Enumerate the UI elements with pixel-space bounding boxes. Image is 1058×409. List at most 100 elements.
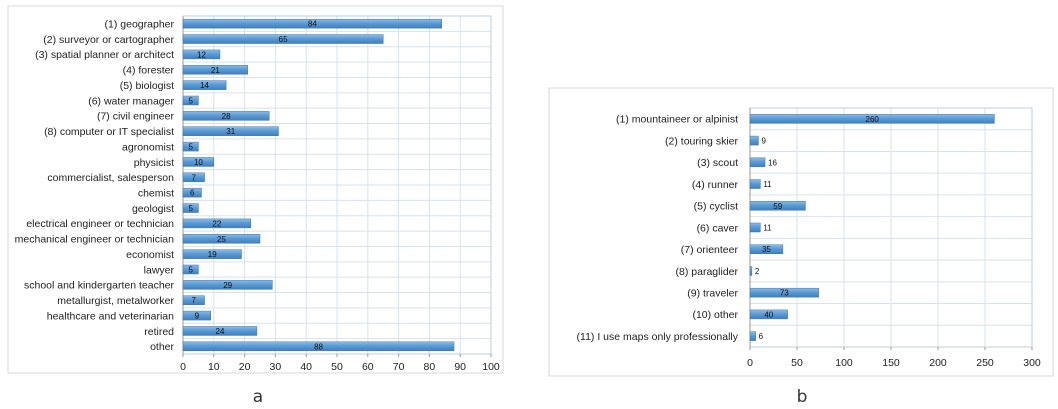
bar bbox=[182, 234, 261, 244]
data-label: 59 bbox=[773, 202, 782, 211]
data-label: 7 bbox=[192, 173, 197, 182]
bar bbox=[182, 218, 252, 229]
category-label: (2) touring skier bbox=[665, 135, 738, 147]
bar bbox=[182, 295, 205, 305]
x-tick-label: 70 bbox=[393, 361, 405, 373]
category-label: metallurgist, metalworker bbox=[57, 295, 174, 307]
bar bbox=[182, 141, 199, 152]
data-label: 12 bbox=[197, 50, 206, 59]
x-tick-label: 90 bbox=[454, 361, 466, 373]
bar bbox=[182, 157, 215, 167]
category-label: mechanical engineer or technician bbox=[15, 234, 175, 246]
x-tick-label: 100 bbox=[482, 361, 500, 373]
x-tick-label: 30 bbox=[270, 361, 282, 373]
data-label: 9 bbox=[195, 312, 200, 321]
bar bbox=[182, 18, 442, 29]
bar bbox=[182, 326, 258, 336]
data-label: 22 bbox=[212, 219, 221, 228]
x-tick-label: 60 bbox=[362, 361, 374, 373]
bar bbox=[182, 34, 384, 44]
category-label: (7) civil engineer bbox=[97, 111, 175, 123]
category-label: (11) I use maps only professionally bbox=[577, 331, 739, 343]
x-tick-label: 40 bbox=[300, 361, 312, 373]
category-label: healthcare and veterinarian bbox=[47, 310, 174, 322]
data-label: 11 bbox=[763, 224, 772, 233]
category-label: (9) traveler bbox=[687, 287, 738, 299]
data-label: 73 bbox=[780, 289, 789, 298]
category-label: (2) surveyor or cartographer bbox=[43, 34, 174, 46]
data-label: 84 bbox=[308, 20, 317, 29]
bar bbox=[182, 126, 279, 136]
bar bbox=[182, 264, 199, 275]
x-tick-label: 150 bbox=[882, 357, 900, 369]
data-label: 88 bbox=[314, 342, 323, 351]
x-tick-label: 10 bbox=[208, 361, 220, 373]
data-label: 7 bbox=[192, 296, 197, 305]
bar bbox=[749, 266, 753, 276]
x-tick-label: 80 bbox=[424, 361, 436, 373]
category-label: (8) paraglider bbox=[676, 266, 739, 278]
data-label: 6 bbox=[190, 189, 195, 198]
category-label: (3) spatial planner or architect bbox=[35, 49, 174, 61]
bar bbox=[182, 280, 273, 290]
bar bbox=[182, 80, 227, 90]
data-label: 5 bbox=[188, 204, 193, 213]
category-label: (1) geographer bbox=[105, 18, 175, 30]
category-label: (5) biologist bbox=[120, 80, 174, 92]
data-label: 28 bbox=[222, 112, 231, 121]
x-tick-label: 300 bbox=[1023, 357, 1041, 369]
x-tick-label: 0 bbox=[180, 361, 186, 373]
data-label: 16 bbox=[768, 158, 777, 167]
data-label: 5 bbox=[188, 143, 193, 152]
category-label: (4) forester bbox=[123, 65, 175, 77]
category-label: (4) runner bbox=[692, 179, 739, 191]
bar bbox=[749, 201, 806, 211]
chart-panel-a: 0 10 20 30 40 50 60 70 80 90 100 (1) geographer 84 (2… bbox=[7, 5, 504, 407]
category-label: (5) cyclist bbox=[694, 201, 738, 213]
chart-frame bbox=[548, 87, 1054, 377]
data-label: 31 bbox=[226, 127, 235, 136]
data-label: 10 bbox=[194, 158, 203, 167]
chart-panel-b: 0 50 100 150 200 250 300 (1) mountaineer or alp… bbox=[548, 87, 1054, 407]
data-label: 21 bbox=[211, 66, 220, 75]
data-label: 25 bbox=[217, 235, 226, 244]
data-label: 14 bbox=[200, 81, 209, 90]
category-label: (10) other bbox=[692, 309, 738, 321]
data-label: 6 bbox=[759, 332, 764, 341]
panel-label: b bbox=[797, 387, 808, 407]
data-label: 260 bbox=[866, 115, 880, 124]
x-tick-label: 250 bbox=[976, 357, 994, 369]
data-label: 65 bbox=[279, 35, 288, 44]
bar bbox=[749, 287, 819, 298]
bar bbox=[749, 244, 784, 254]
category-label: lawyer bbox=[144, 264, 175, 276]
category-label: electrical engineer or technician bbox=[26, 218, 174, 230]
x-tick-label: 0 bbox=[747, 357, 753, 369]
category-label: economist bbox=[126, 249, 174, 261]
bar bbox=[749, 157, 766, 168]
bar bbox=[749, 309, 788, 320]
category-label: (8) computer or IT specialist bbox=[44, 126, 174, 138]
data-label: 5 bbox=[188, 266, 193, 275]
bar bbox=[182, 249, 242, 259]
bar bbox=[182, 172, 205, 183]
category-label: geologist bbox=[132, 203, 174, 215]
data-label: 5 bbox=[188, 97, 193, 106]
bar bbox=[182, 310, 211, 321]
bar bbox=[749, 331, 756, 341]
x-tick-label: 20 bbox=[239, 361, 251, 373]
category-label: (7) orienteer bbox=[681, 244, 739, 256]
bar bbox=[182, 49, 221, 60]
bar bbox=[182, 65, 248, 75]
category-label: commercialist, salesperson bbox=[47, 172, 174, 184]
bar bbox=[749, 135, 759, 146]
x-tick-label: 200 bbox=[929, 357, 947, 369]
category-label: school and kindergarten teacher bbox=[24, 280, 175, 292]
data-label: 9 bbox=[761, 137, 766, 146]
bar bbox=[182, 341, 455, 352]
bar bbox=[749, 179, 761, 189]
category-label: agronomist bbox=[122, 141, 174, 153]
category-label: physicist bbox=[134, 157, 174, 169]
data-label: 29 bbox=[223, 281, 232, 290]
